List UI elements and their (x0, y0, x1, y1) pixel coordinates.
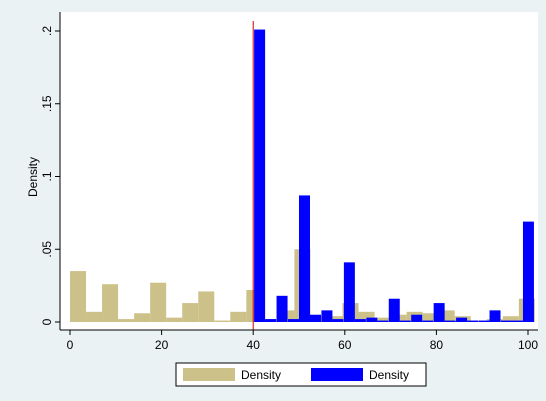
series-2-bar (411, 314, 423, 322)
series-2-bar (500, 320, 512, 322)
bars-layer (70, 29, 535, 323)
series-2-bar (288, 319, 299, 322)
series-1-bar (198, 291, 215, 322)
series-2-bar (467, 320, 479, 322)
series-2-bar (276, 295, 288, 322)
series-2-bar (309, 314, 321, 322)
series-1-bar (230, 311, 247, 322)
series-1-bar (422, 313, 439, 322)
y-tick-label: .2 (40, 26, 54, 36)
series-1-bar (70, 271, 87, 322)
y-tick-label: .05 (40, 241, 54, 258)
series-2-bar (522, 221, 534, 322)
y-tick-label: .1 (40, 171, 54, 181)
axes-layer: 0 .05 .1 .15 .2 0 20 40 60 80 100 (40, 12, 538, 352)
series-2-bar (299, 195, 310, 322)
series-1-bar (502, 316, 519, 322)
series-2-bar (254, 29, 266, 323)
series-1-bar (166, 317, 183, 322)
x-tick-label: 100 (518, 338, 538, 352)
series-2-bar (422, 320, 434, 322)
series-2-bar (511, 320, 523, 322)
series-2-bar (332, 319, 344, 322)
series-2-bar (478, 320, 490, 322)
x-tick-label: 20 (155, 338, 169, 352)
y-tick-label: 0 (40, 318, 54, 325)
series-1-bar (86, 311, 103, 322)
series-2-bar (444, 320, 456, 322)
series-2-bar (321, 310, 333, 322)
x-tick-label: 60 (338, 338, 352, 352)
series-1-bar (214, 320, 231, 322)
series-1-bar (182, 303, 199, 322)
x-tick-label: 40 (247, 338, 261, 352)
series-1-bar (118, 319, 135, 322)
series-1-bar (102, 284, 119, 322)
series-2-bar (399, 320, 411, 322)
legend-label-2: Density (369, 368, 409, 382)
series-2-bar (354, 319, 366, 322)
y-tick-label: .15 (40, 95, 54, 112)
series-2 (254, 29, 534, 323)
legend-box (175, 362, 427, 387)
series-2-bar (456, 317, 468, 322)
series-1-bar (134, 313, 151, 322)
x-tick-label: 0 (67, 338, 74, 352)
series-2-bar (433, 303, 445, 322)
series-1-bar (438, 310, 455, 322)
series-2-bar (343, 262, 355, 322)
legend: Density Density (175, 362, 427, 387)
series-2-bar (388, 298, 400, 322)
legend-swatch-2 (311, 368, 363, 381)
series-1-bar (358, 311, 375, 322)
legend-label-1: Density (241, 368, 281, 382)
series-2-bar (489, 310, 501, 322)
series-2-bar (377, 320, 389, 322)
y-axis-title: Density (26, 157, 40, 197)
x-tick-label: 80 (430, 338, 444, 352)
series-2-bar (366, 317, 378, 322)
series-1-bar (150, 282, 167, 322)
legend-swatch-1 (183, 368, 235, 381)
series-1-bar (374, 317, 391, 322)
series-2-bar (265, 319, 277, 322)
